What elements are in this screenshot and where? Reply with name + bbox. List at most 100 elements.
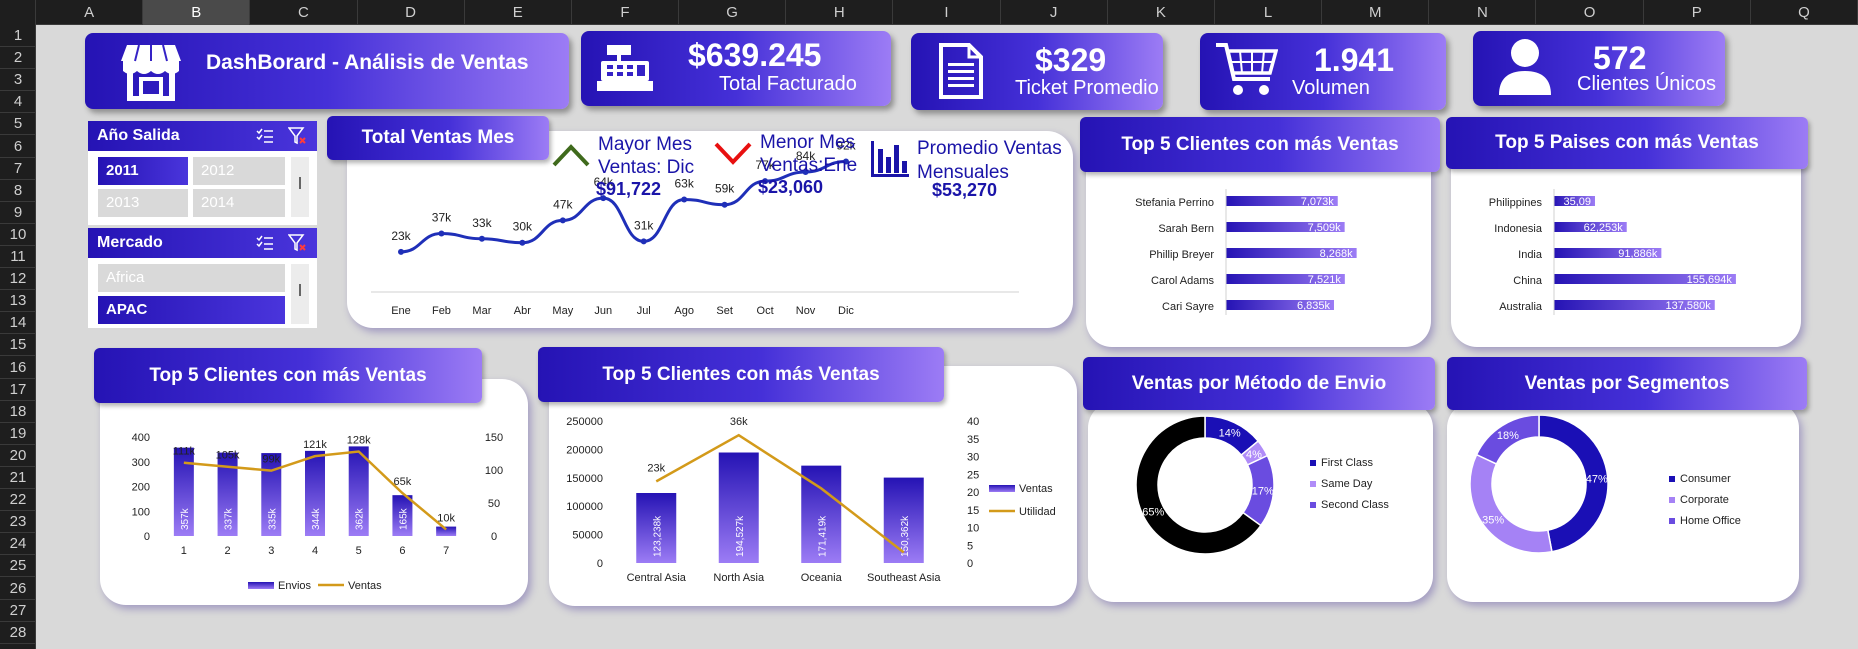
column-header-k[interactable]: K xyxy=(1108,0,1215,25)
row-header-19[interactable]: 19 xyxy=(0,423,36,445)
column-header-d[interactable]: D xyxy=(358,0,465,25)
row-header-16[interactable]: 16 xyxy=(0,357,36,379)
combo2-y-tick: 200000 xyxy=(566,444,603,456)
row-header-15[interactable]: 15 xyxy=(0,334,36,357)
column-header-b[interactable]: B xyxy=(143,0,251,25)
monthly-tick-label: Feb xyxy=(432,305,451,317)
row-header-14[interactable]: 14 xyxy=(0,312,36,335)
combo2-y2-tick: 40 xyxy=(967,416,979,428)
combo2-bar-label: 123,238k xyxy=(652,515,663,557)
multi-select-icon[interactable] xyxy=(256,235,274,251)
row-header-1[interactable]: 1 xyxy=(0,25,36,47)
row-header-6[interactable]: 6 xyxy=(0,136,36,158)
segments-title: Ventas por Segmentos xyxy=(1447,357,1807,410)
top_countries-bar xyxy=(1554,248,1662,258)
combo1-line-label: 99k xyxy=(262,454,280,466)
combo2-bar-label: 150,362k xyxy=(900,515,911,557)
monthly-data-label: 30k xyxy=(513,220,533,234)
column-header-m[interactable]: M xyxy=(1322,0,1430,25)
row-header-24[interactable]: 24 xyxy=(0,533,36,556)
row-header-10[interactable]: 10 xyxy=(0,224,36,246)
monthly-tick-label: Set xyxy=(716,305,733,317)
slicer-item-africa[interactable]: Africa xyxy=(98,264,285,292)
row-header-28[interactable]: 28 xyxy=(0,622,36,644)
row-header-11[interactable]: 11 xyxy=(0,246,36,268)
row-header-17[interactable]: 17 xyxy=(0,379,36,401)
cash-register-icon xyxy=(597,45,653,91)
combo2-y2-tick: 0 xyxy=(967,558,973,570)
monthly-tick-label: May xyxy=(552,305,573,317)
clear-filter-icon[interactable] xyxy=(288,127,306,145)
combo2-bar-label: 194,527k xyxy=(735,515,746,557)
combo2-x-tick: Southeast Asia xyxy=(867,572,941,584)
select-all-corner[interactable] xyxy=(0,0,36,25)
column-header-l[interactable]: L xyxy=(1215,0,1323,25)
row-header-12[interactable]: 12 xyxy=(0,268,36,291)
segments-legend-label: Consumer xyxy=(1680,473,1731,485)
row-header-18[interactable]: 18 xyxy=(0,401,36,423)
slicer-item-2012[interactable]: 2012 xyxy=(193,157,285,185)
column-header-o[interactable]: O xyxy=(1536,0,1644,25)
monthly-point-feb xyxy=(438,230,445,237)
clear-filter-icon[interactable] xyxy=(288,234,306,252)
column-header-q[interactable]: Q xyxy=(1751,0,1858,25)
combo1-bar-label: 344k xyxy=(311,507,322,530)
slicer-item-2011[interactable]: 2011 xyxy=(98,157,188,185)
combo2-line-label: 23k xyxy=(647,462,665,474)
column-header-j[interactable]: J xyxy=(1001,0,1108,25)
column-header-c[interactable]: C xyxy=(250,0,358,25)
ship-slice-label: 14% xyxy=(1219,428,1241,440)
slicer-item-2014[interactable]: 2014 xyxy=(193,189,285,217)
combo2-y-tick: 250000 xyxy=(566,416,603,428)
row-header-3[interactable]: 3 xyxy=(0,69,36,92)
combo2-y2-tick: 15 xyxy=(967,505,979,517)
combo2-y2-tick: 20 xyxy=(967,487,979,499)
column-header-i[interactable]: I xyxy=(893,0,1001,25)
combo1-bar-label: 165k xyxy=(398,507,409,530)
row-header-25[interactable]: 25 xyxy=(0,555,36,578)
monthly-tick-label: Ene xyxy=(391,305,411,317)
top_countries-data-label: 155,694k xyxy=(1687,274,1733,286)
combo1-bar-label: 335k xyxy=(267,507,278,530)
slicer-market-scrollbar[interactable] xyxy=(291,264,309,324)
top_clients-bar xyxy=(1226,274,1345,284)
column-header-p[interactable]: P xyxy=(1644,0,1751,25)
row-header-22[interactable]: 22 xyxy=(0,489,36,512)
multi-select-icon[interactable] xyxy=(256,128,274,144)
slicer-year-scrollbar[interactable] xyxy=(291,157,309,217)
segments-chart: 47% 35% 18% Consumer Corporate Home Office xyxy=(1469,414,1741,554)
combo2-y2-tick: 5 xyxy=(967,540,973,552)
row-header-20[interactable]: 20 xyxy=(0,445,36,467)
column-header-g[interactable]: G xyxy=(679,0,787,25)
row-header-26[interactable]: 26 xyxy=(0,578,36,600)
combo1-card: 0 100 200 300 400 0 50 100 150 357k 1 111k 337k 2 105k… xyxy=(100,379,528,605)
row-header-23[interactable]: 23 xyxy=(0,511,36,534)
monthly-data-label: 63k xyxy=(675,176,695,190)
column-header-h[interactable]: H xyxy=(786,0,894,25)
monthly-tick-label: Mar xyxy=(472,305,491,317)
row-header-5[interactable]: 5 xyxy=(0,113,36,136)
row-header-8[interactable]: 8 xyxy=(0,180,36,202)
row-header-7[interactable]: 7 xyxy=(0,158,36,180)
column-header-n[interactable]: N xyxy=(1429,0,1537,25)
column-header-e[interactable]: E xyxy=(465,0,572,25)
row-header-21[interactable]: 21 xyxy=(0,467,36,489)
row-header-2[interactable]: 2 xyxy=(0,47,36,70)
kpi-label: Total Facturado xyxy=(719,73,857,95)
slicer-year: Año Salida 2011 2012 2013 2014 xyxy=(88,121,317,225)
slicer-item-2013[interactable]: 2013 xyxy=(98,189,188,217)
column-header-f[interactable]: F xyxy=(572,0,680,25)
row-header-4[interactable]: 4 xyxy=(0,91,36,114)
combo2-x-tick: Oceania xyxy=(801,572,843,584)
row-header-27[interactable]: 27 xyxy=(0,600,36,622)
monthly-data-label: 31k xyxy=(634,218,654,232)
top_clients-data-label: 7,509k xyxy=(1308,222,1342,234)
monthly-point-set xyxy=(721,201,728,208)
row-header-9[interactable]: 9 xyxy=(0,202,36,224)
column-header-a[interactable]: A xyxy=(36,0,144,25)
slicer-item-apac[interactable]: APAC xyxy=(98,296,285,324)
combo1-bar-label: 362k xyxy=(355,507,366,530)
row-header-13[interactable]: 13 xyxy=(0,290,36,313)
combo2-chart: 0 50000 100000 150000 200000 250000 0 5 10 15 20 25… xyxy=(566,416,1055,584)
